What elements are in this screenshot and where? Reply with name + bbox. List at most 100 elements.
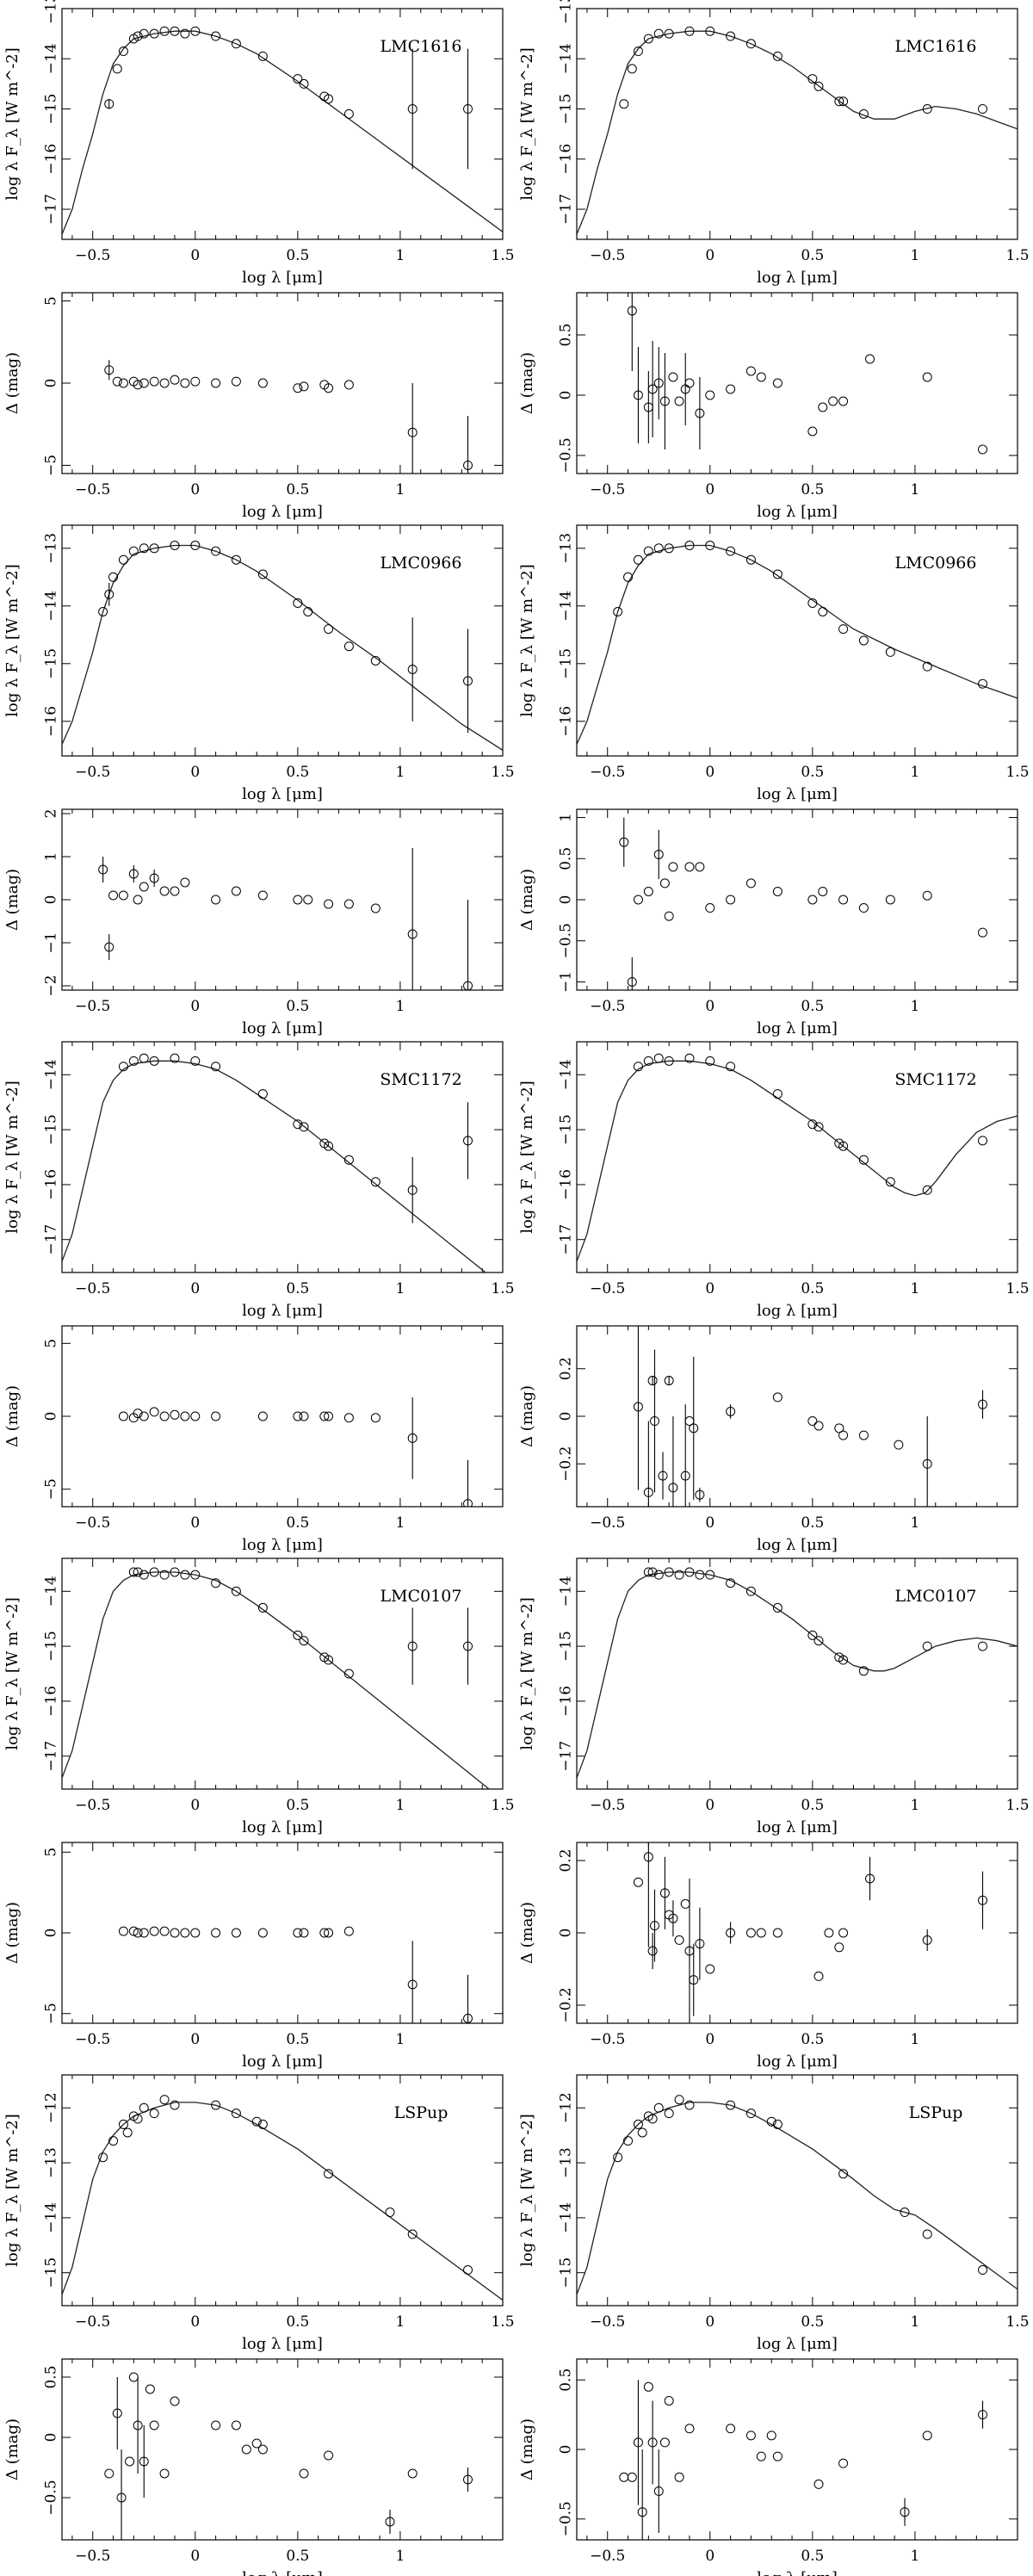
data-point bbox=[647, 1567, 658, 1577]
data-point bbox=[745, 878, 756, 889]
x-tick-label: 1 bbox=[396, 998, 405, 1015]
data-point bbox=[705, 390, 715, 400]
x-tick-label: −0.5 bbox=[75, 2548, 110, 2565]
data-point bbox=[319, 1411, 330, 1421]
data-point bbox=[299, 381, 309, 392]
data-point bbox=[104, 365, 114, 375]
data-point bbox=[633, 1062, 643, 1072]
data-point bbox=[766, 2116, 776, 2127]
x-axis-title: log λ [μm] bbox=[757, 1536, 838, 1554]
residual-panel-20: −0.5 0 0.5 1 −0.5 0 0.5 log λ [μm] Δ (mag) bbox=[518, 2358, 1018, 2576]
sed-panel-14: −0.5 0 0.5 1 1.5 −17 −16 −15 −14 log λ [μm] log λ … bbox=[518, 1557, 1030, 1836]
y-axis-title: Δ (mag) bbox=[3, 869, 22, 931]
data-point bbox=[231, 39, 241, 49]
data-point bbox=[139, 2102, 149, 2113]
y-tick-label: −14 bbox=[43, 1059, 60, 1090]
data-point bbox=[664, 2395, 674, 2406]
y-tick-label: −13 bbox=[43, 0, 60, 24]
x-tick-label: −0.5 bbox=[590, 481, 625, 498]
data-point bbox=[139, 378, 149, 388]
x-tick-label: 1 bbox=[911, 247, 920, 264]
data-point bbox=[407, 1979, 418, 1990]
data-point bbox=[659, 1888, 670, 1898]
data-point bbox=[324, 624, 334, 635]
data-point bbox=[407, 2229, 418, 2239]
x-tick-label: 1.5 bbox=[1005, 2313, 1029, 2331]
data-point bbox=[139, 1411, 149, 1421]
data-point bbox=[324, 1411, 334, 1421]
data-point bbox=[231, 886, 241, 896]
y-axis-title: log λ F_λ [W m^-2] bbox=[3, 47, 22, 201]
data-point bbox=[772, 1928, 782, 1938]
data-point bbox=[118, 378, 128, 388]
data-point bbox=[633, 390, 643, 400]
data-point bbox=[139, 28, 149, 39]
x-tick-label: 1.5 bbox=[491, 1797, 514, 1814]
data-point bbox=[838, 895, 849, 905]
data-point bbox=[643, 546, 653, 556]
data-point bbox=[231, 1586, 241, 1596]
data-point bbox=[257, 1602, 268, 1613]
y-tick-label: −14 bbox=[558, 2202, 575, 2233]
data-point bbox=[653, 1570, 664, 1580]
x-axis-title: log λ [μm] bbox=[757, 503, 838, 521]
data-point bbox=[978, 1895, 988, 1905]
data-point bbox=[668, 1913, 678, 1923]
y-tick-label: −17 bbox=[43, 1741, 60, 1772]
data-point bbox=[684, 2424, 695, 2434]
data-point bbox=[684, 1053, 695, 1063]
data-point bbox=[299, 1636, 309, 1646]
data-point bbox=[343, 1669, 354, 1679]
x-axis-title: log λ [μm] bbox=[757, 2569, 838, 2576]
x-tick-label: 1.5 bbox=[1005, 764, 1029, 781]
data-point bbox=[231, 554, 241, 565]
data-point bbox=[180, 877, 190, 888]
x-tick-label: 0 bbox=[705, 481, 714, 498]
x-tick-label: 1 bbox=[911, 1280, 920, 1297]
data-point bbox=[170, 886, 180, 896]
model-curve bbox=[577, 1060, 1018, 1262]
data-point bbox=[133, 1409, 143, 1419]
y-tick-label: 0.5 bbox=[43, 2365, 60, 2388]
data-point bbox=[978, 1641, 988, 1651]
data-point bbox=[684, 862, 695, 872]
data-point bbox=[112, 64, 122, 74]
y-tick-label: 0 bbox=[558, 895, 575, 905]
data-point bbox=[319, 1928, 330, 1938]
data-point bbox=[407, 104, 418, 115]
data-point bbox=[139, 882, 149, 892]
x-tick-label: −0.5 bbox=[75, 1280, 110, 1297]
data-point bbox=[613, 2152, 623, 2163]
data-point bbox=[705, 903, 715, 913]
data-point bbox=[653, 850, 664, 859]
x-axis-title: log λ [μm] bbox=[242, 1302, 323, 1320]
y-tick-label: 0 bbox=[43, 379, 60, 388]
x-tick-label: 1 bbox=[396, 764, 405, 781]
data-point bbox=[303, 895, 313, 905]
data-point bbox=[159, 2468, 170, 2479]
data-point bbox=[613, 607, 623, 616]
data-point bbox=[159, 378, 170, 388]
plot-frame bbox=[576, 292, 1018, 474]
y-tick-label: −5 bbox=[43, 2003, 60, 2024]
data-point bbox=[813, 1421, 824, 1431]
data-point bbox=[653, 2102, 664, 2113]
data-point bbox=[190, 376, 201, 387]
data-point bbox=[647, 1376, 658, 1386]
data-point bbox=[293, 383, 303, 393]
data-point bbox=[190, 1928, 201, 1938]
y-tick-label: −17 bbox=[558, 1741, 575, 1772]
data-point bbox=[633, 2437, 643, 2448]
residual-panel-19: −0.5 0 0.5 1 −0.5 0 0.5 log λ [μm] Δ (mag) bbox=[3, 2358, 504, 2576]
x-tick-label: 0.5 bbox=[286, 1797, 309, 1814]
data-point bbox=[463, 676, 473, 686]
data-point bbox=[745, 366, 756, 376]
data-point bbox=[211, 2100, 221, 2110]
y-tick-label: −15 bbox=[43, 1631, 60, 1662]
data-point bbox=[211, 1578, 221, 1588]
data-point bbox=[190, 26, 201, 36]
data-point bbox=[772, 51, 782, 61]
data-point bbox=[807, 1630, 818, 1640]
x-tick-label: 1.5 bbox=[491, 2313, 514, 2331]
plot-frame bbox=[61, 808, 504, 991]
